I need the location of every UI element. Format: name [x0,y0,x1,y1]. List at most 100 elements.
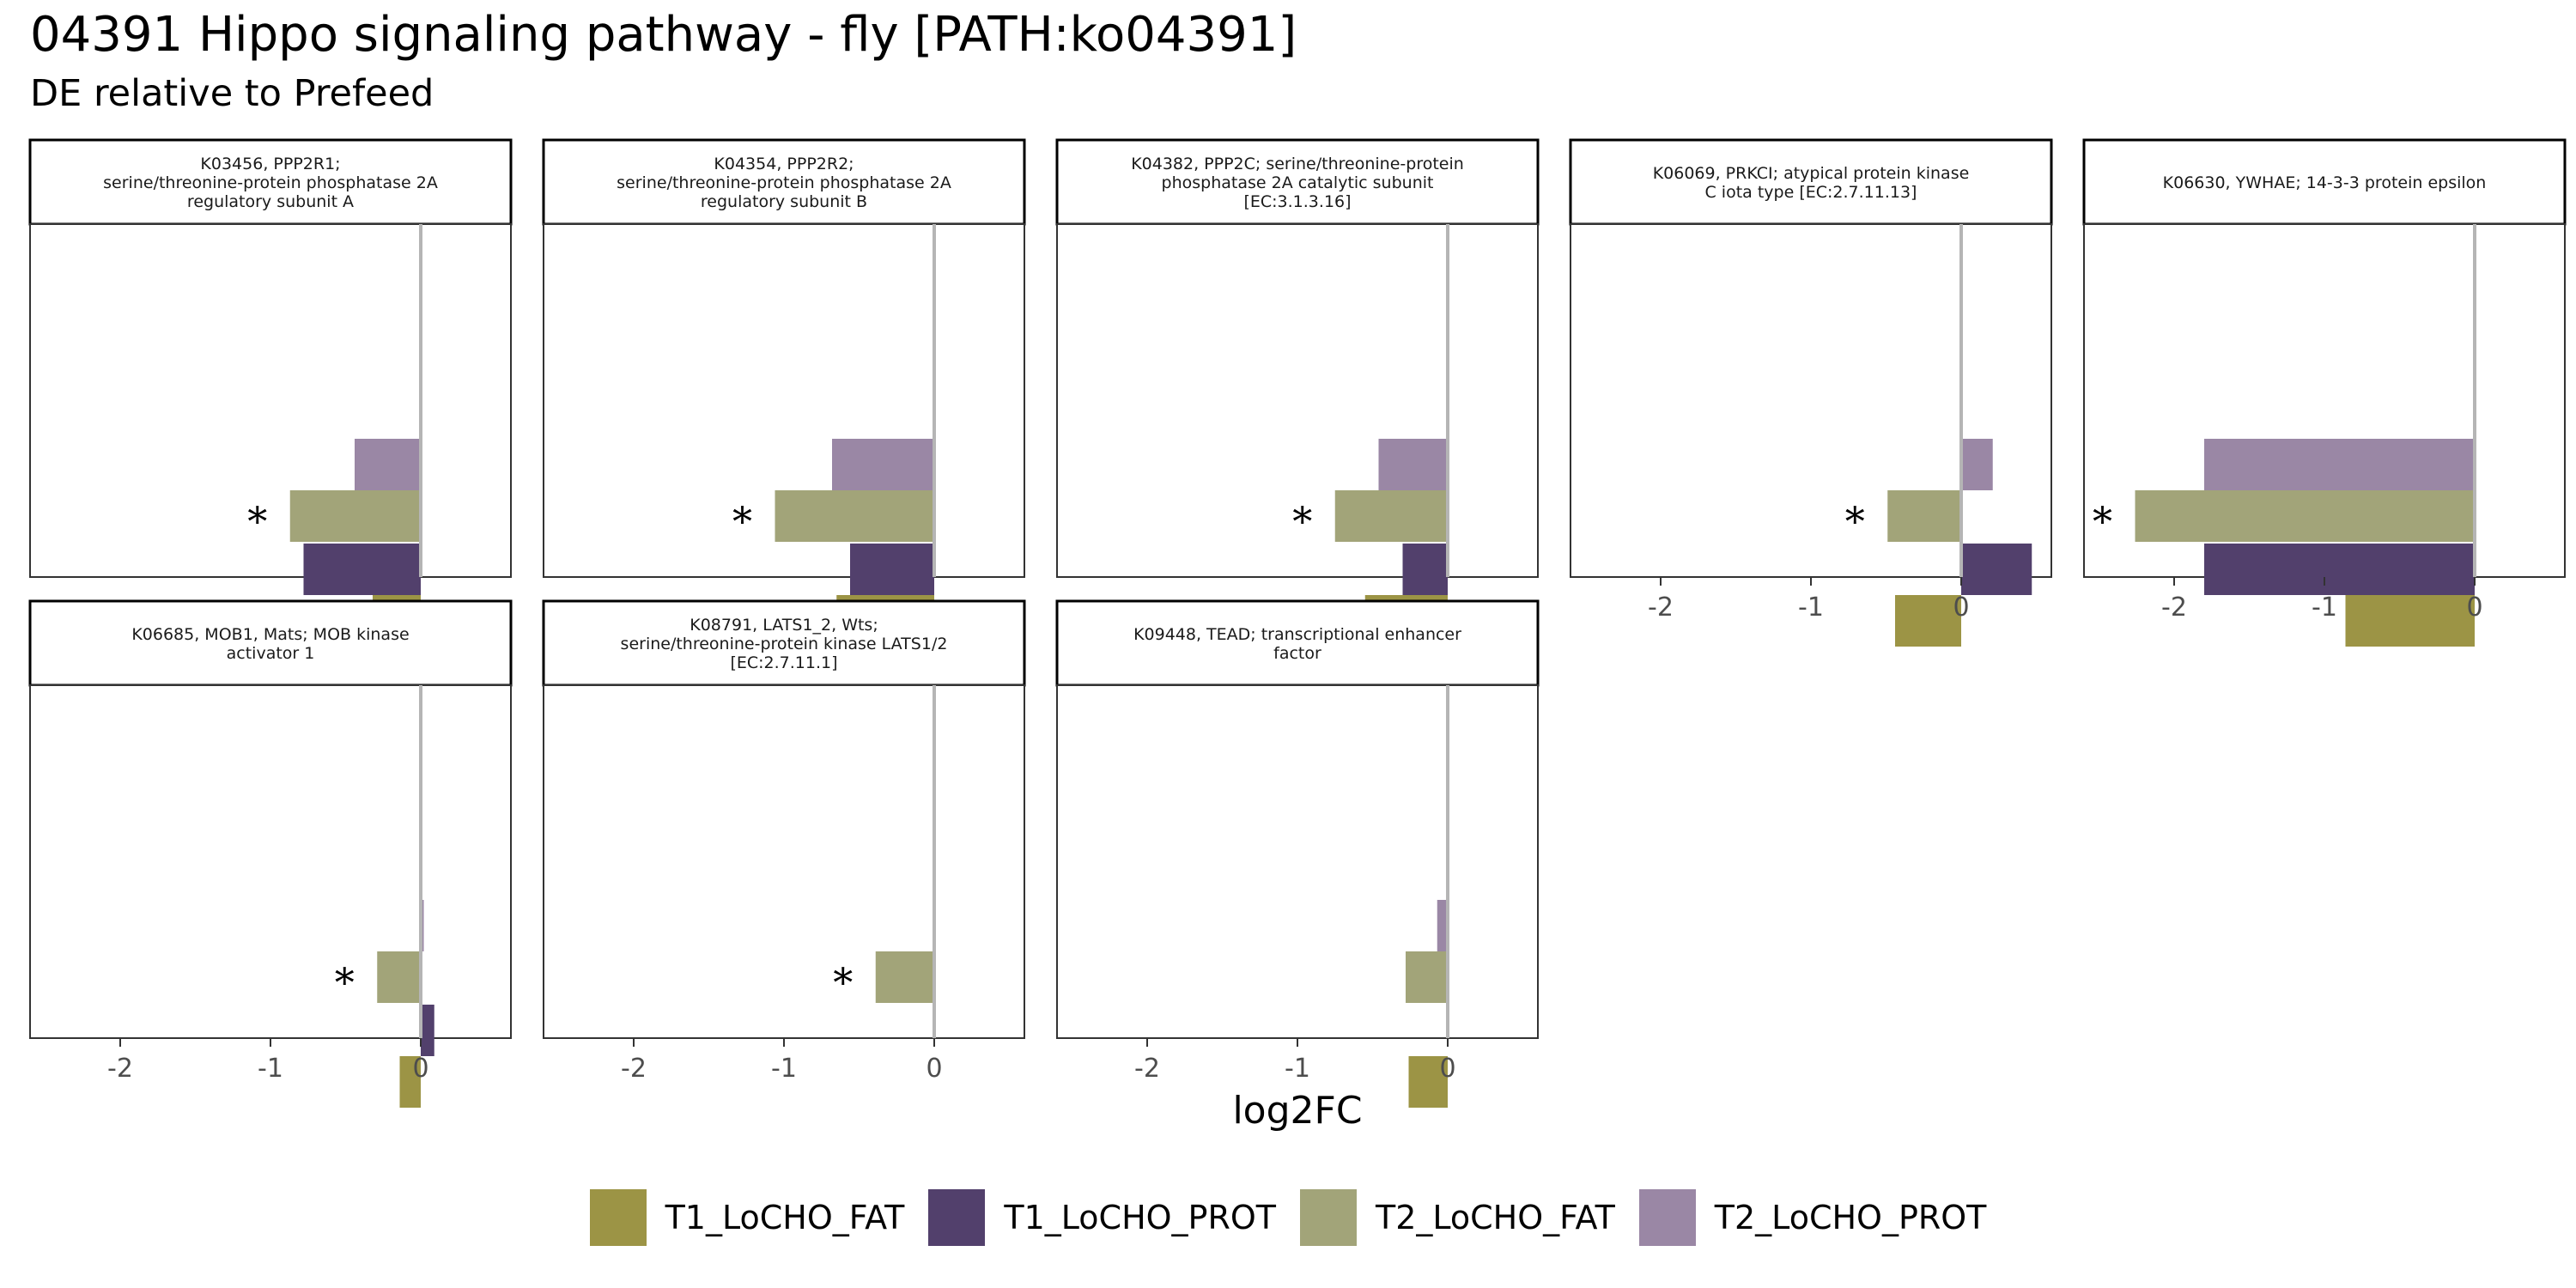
bar-t1-locho-prot [2204,544,2475,595]
bar-t2-locho-prot [1378,439,1448,490]
facet-panel: K06630, YWHAE; 14-3-3 protein epsilon * -2… [2082,138,2567,647]
bar-t1-locho-prot [850,544,934,595]
legend-item: T1_LoCHO_PROT [928,1189,1276,1246]
x-tick-label: 0 [1439,1054,1455,1084]
facet-strip-label: serine/threonine-protein kinase LATS1/2 [621,635,948,653]
facet-strip [1055,599,1540,687]
bar-t1-locho-prot [1961,544,2032,595]
legend-label: T1_LoCHO_PROT [1004,1199,1276,1236]
legend-swatch [589,1189,647,1246]
x-tick-label: -2 [107,1054,133,1084]
facet-strip-label: K09448, TEAD; transcriptional enhancer [1133,625,1461,644]
legend-swatch [928,1189,986,1246]
facet-strip [1055,138,1540,226]
facet-strip-label: K08791, LATS1_2, Wts; [690,616,878,635]
bar-t2-locho-fat [875,951,934,1003]
legend-label: T1_LoCHO_FAT [665,1199,905,1236]
x-tick-label: -2 [621,1054,647,1084]
legend-item: T2_LoCHO_PROT [1638,1189,1986,1246]
facet-strip-label: [EC:3.1.3.16] [1243,192,1351,211]
bar-t2-locho-fat [1406,951,1448,1003]
x-tick-label: -1 [771,1054,797,1084]
x-tick-label: 0 [1953,592,1969,623]
legend-item: T1_LoCHO_FAT [589,1189,905,1246]
facet-strip-label: serine/threonine-protein phosphatase 2A [617,173,951,192]
significance-marker: * [833,959,853,1005]
facet-strip [1569,138,2053,226]
facet-strip-label: K04354, PPP2R2; [714,155,854,173]
x-tick-label: -1 [1798,592,1824,623]
chart-subtitle: DE relative to Prefeed [30,72,434,115]
significance-marker: * [2093,498,2112,544]
facet-panel: K06685, MOB1, Mats; MOB kinaseactivator … [28,599,513,1108]
bar-t2-locho-fat [289,490,421,542]
bar-t2-locho-fat [2135,490,2475,542]
legend: T1_LoCHO_FAT T1_LoCHO_PROT T2_LoCHO_FAT T2_… [0,1189,2576,1246]
panel-frame [543,684,1025,1039]
significance-marker: * [1845,498,1865,544]
panel-frame [1056,684,1539,1039]
legend-swatch [1300,1189,1357,1246]
x-tick-label: -2 [1134,1054,1160,1084]
legend-label: T2_LoCHO_FAT [1376,1199,1615,1236]
x-tick-label: -2 [2161,592,2187,623]
x-axis-title: log2FC [1232,1089,1362,1133]
bar-t2-locho-prot [2204,439,2475,490]
panel-frame [1570,223,2052,578]
panel-frame [29,684,512,1039]
bar-t2-locho-prot [1961,439,1993,490]
facet-strip [542,599,1026,687]
facet-strip-label: K04382, PPP2C; serine/threonine-protein [1131,155,1464,173]
facet-strip [542,138,1026,226]
bar-t2-locho-fat [1334,490,1448,542]
x-tick-label: 0 [2466,592,2482,623]
legend-item: T2_LoCHO_FAT [1300,1189,1615,1246]
x-tick-label: -1 [258,1054,283,1084]
facet-panel: K06069, PRKCI; atypical protein kinaseC … [1569,138,2053,647]
chart-title: 04391 Hippo signaling pathway - fly [PAT… [30,7,1297,63]
facet-panel: K08791, LATS1_2, Wts;serine/threonine-pr… [542,599,1026,1084]
x-tick-label: 0 [926,1054,942,1084]
x-tick-label: -2 [1648,592,1674,623]
facet-panel: K09448, TEAD; transcriptional enhancerfa… [1055,599,1540,1108]
significance-marker: * [732,498,752,544]
bar-t2-locho-prot [832,439,934,490]
facet-strip-label: K06630, YWHAE; 14-3-3 protein epsilon [2163,173,2487,192]
facet-strip-label: regulatory subunit B [701,192,867,211]
bar-t1-locho-prot [421,1005,434,1056]
facet-strip-label: K03456, PPP2R1; [200,155,340,173]
significance-marker: * [247,498,267,544]
x-tick-label: -1 [1285,1054,1310,1084]
facet-panel: K04382, PPP2C; serine/threonine-proteinp… [1055,138,1540,647]
facet-panel: K04354, PPP2R2;serine/threonine-protein … [542,138,1026,647]
significance-marker: * [335,959,355,1005]
bar-t2-locho-fat [1887,490,1961,542]
bar-t1-locho-fat [1408,1056,1448,1108]
bar-t1-locho-prot [1402,544,1448,595]
legend-swatch [1638,1189,1696,1246]
facet-strip-label: K06069, PRKCI; atypical protein kinase [1653,164,1970,183]
bar-t2-locho-fat [377,951,421,1003]
bar-t1-locho-fat [2345,595,2475,647]
facet-strip-label: activator 1 [227,644,315,663]
bar-t1-locho-prot [303,544,421,595]
x-tick-label: -1 [2312,592,2337,623]
facet-strip-label: factor [1273,644,1321,663]
facet-strip-label: K06685, MOB1, Mats; MOB kinase [131,625,409,644]
facet-strip-label: C iota type [EC:2.7.11.13] [1705,183,1917,202]
bar-t2-locho-prot [1437,900,1448,951]
facet-panel: K03456, PPP2R1;serine/threonine-protein … [28,138,513,647]
bar-t2-locho-fat [775,490,934,542]
facet-strip-label: regulatory subunit A [187,192,354,211]
facet-strip-label: phosphatase 2A catalytic subunit [1162,173,1434,192]
panel-frame [1056,223,1539,578]
panel-frame [29,223,512,578]
bar-t1-locho-fat [399,1056,421,1108]
bar-t1-locho-fat [1895,595,1961,647]
bar-t2-locho-prot [355,439,421,490]
facet-strip-label: [EC:2.7.11.1] [730,653,837,672]
significance-marker: * [1292,498,1312,544]
facet-strip-label: serine/threonine-protein phosphatase 2A [103,173,438,192]
x-tick-label: 0 [412,1054,428,1084]
